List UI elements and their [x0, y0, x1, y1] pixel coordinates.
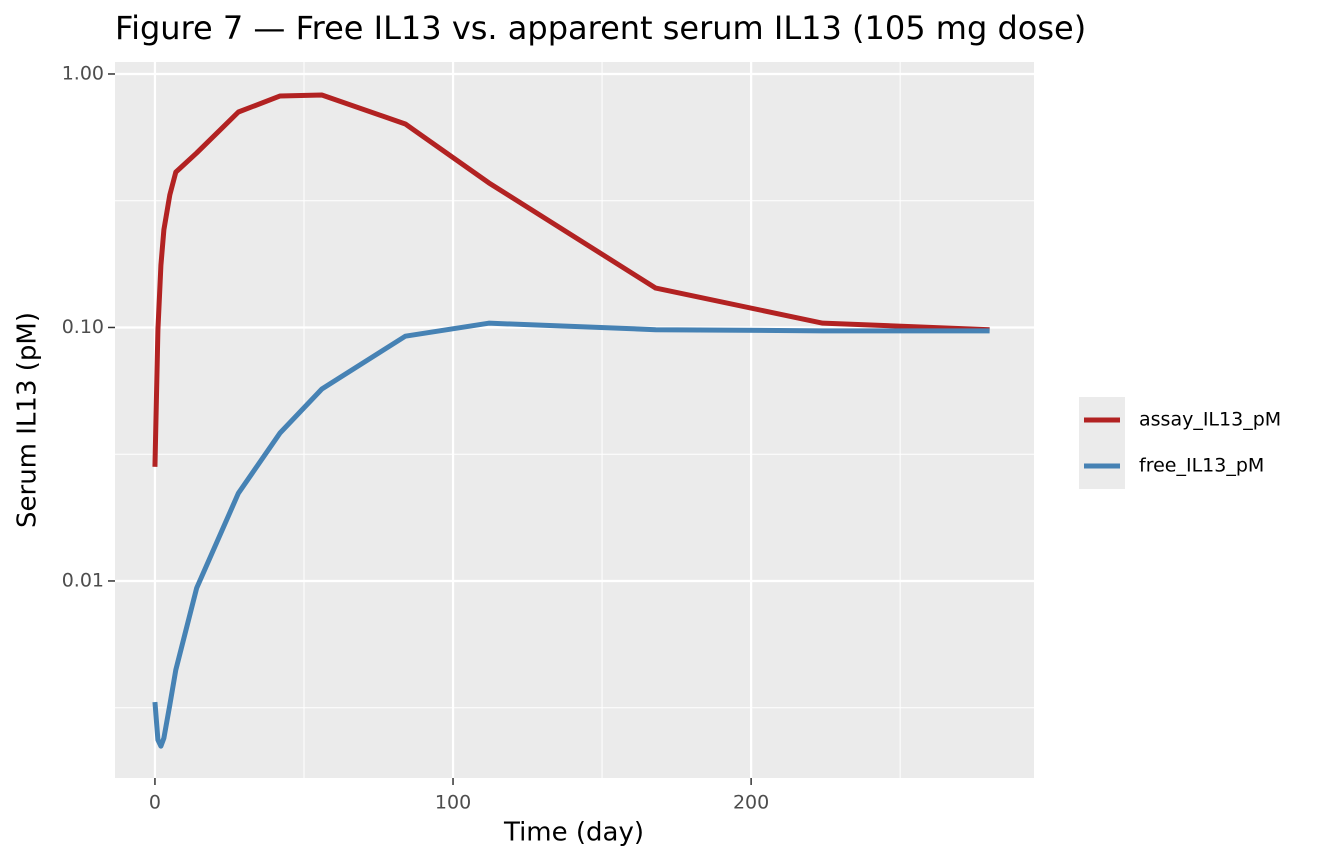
legend-key-background — [1079, 397, 1125, 489]
x-tick-label: 200 — [733, 792, 769, 814]
x-tick-label: 100 — [435, 792, 471, 814]
grid — [115, 62, 1034, 778]
legend: assay_IL13_pM free_IL13_pM — [1079, 397, 1281, 489]
legend-label: assay_IL13_pM — [1139, 409, 1281, 431]
panel — [115, 62, 1034, 778]
y-axis-title: Serum IL13 (pM) — [13, 312, 43, 528]
lines — [152, 92, 990, 749]
series-line — [152, 320, 990, 749]
x-tick-label: 0 — [149, 792, 161, 814]
x-axis-title: Time (day) — [503, 818, 644, 848]
y-tick-label: 0.01 — [62, 569, 104, 591]
series-line — [152, 92, 990, 467]
legend-label: free_IL13_pM — [1139, 455, 1264, 477]
y-tick-label: 1.00 — [62, 62, 104, 84]
y-tick-label: 0.10 — [62, 316, 104, 338]
chart-title: Figure 7 — Free IL13 vs. apparent serum … — [115, 9, 1086, 47]
